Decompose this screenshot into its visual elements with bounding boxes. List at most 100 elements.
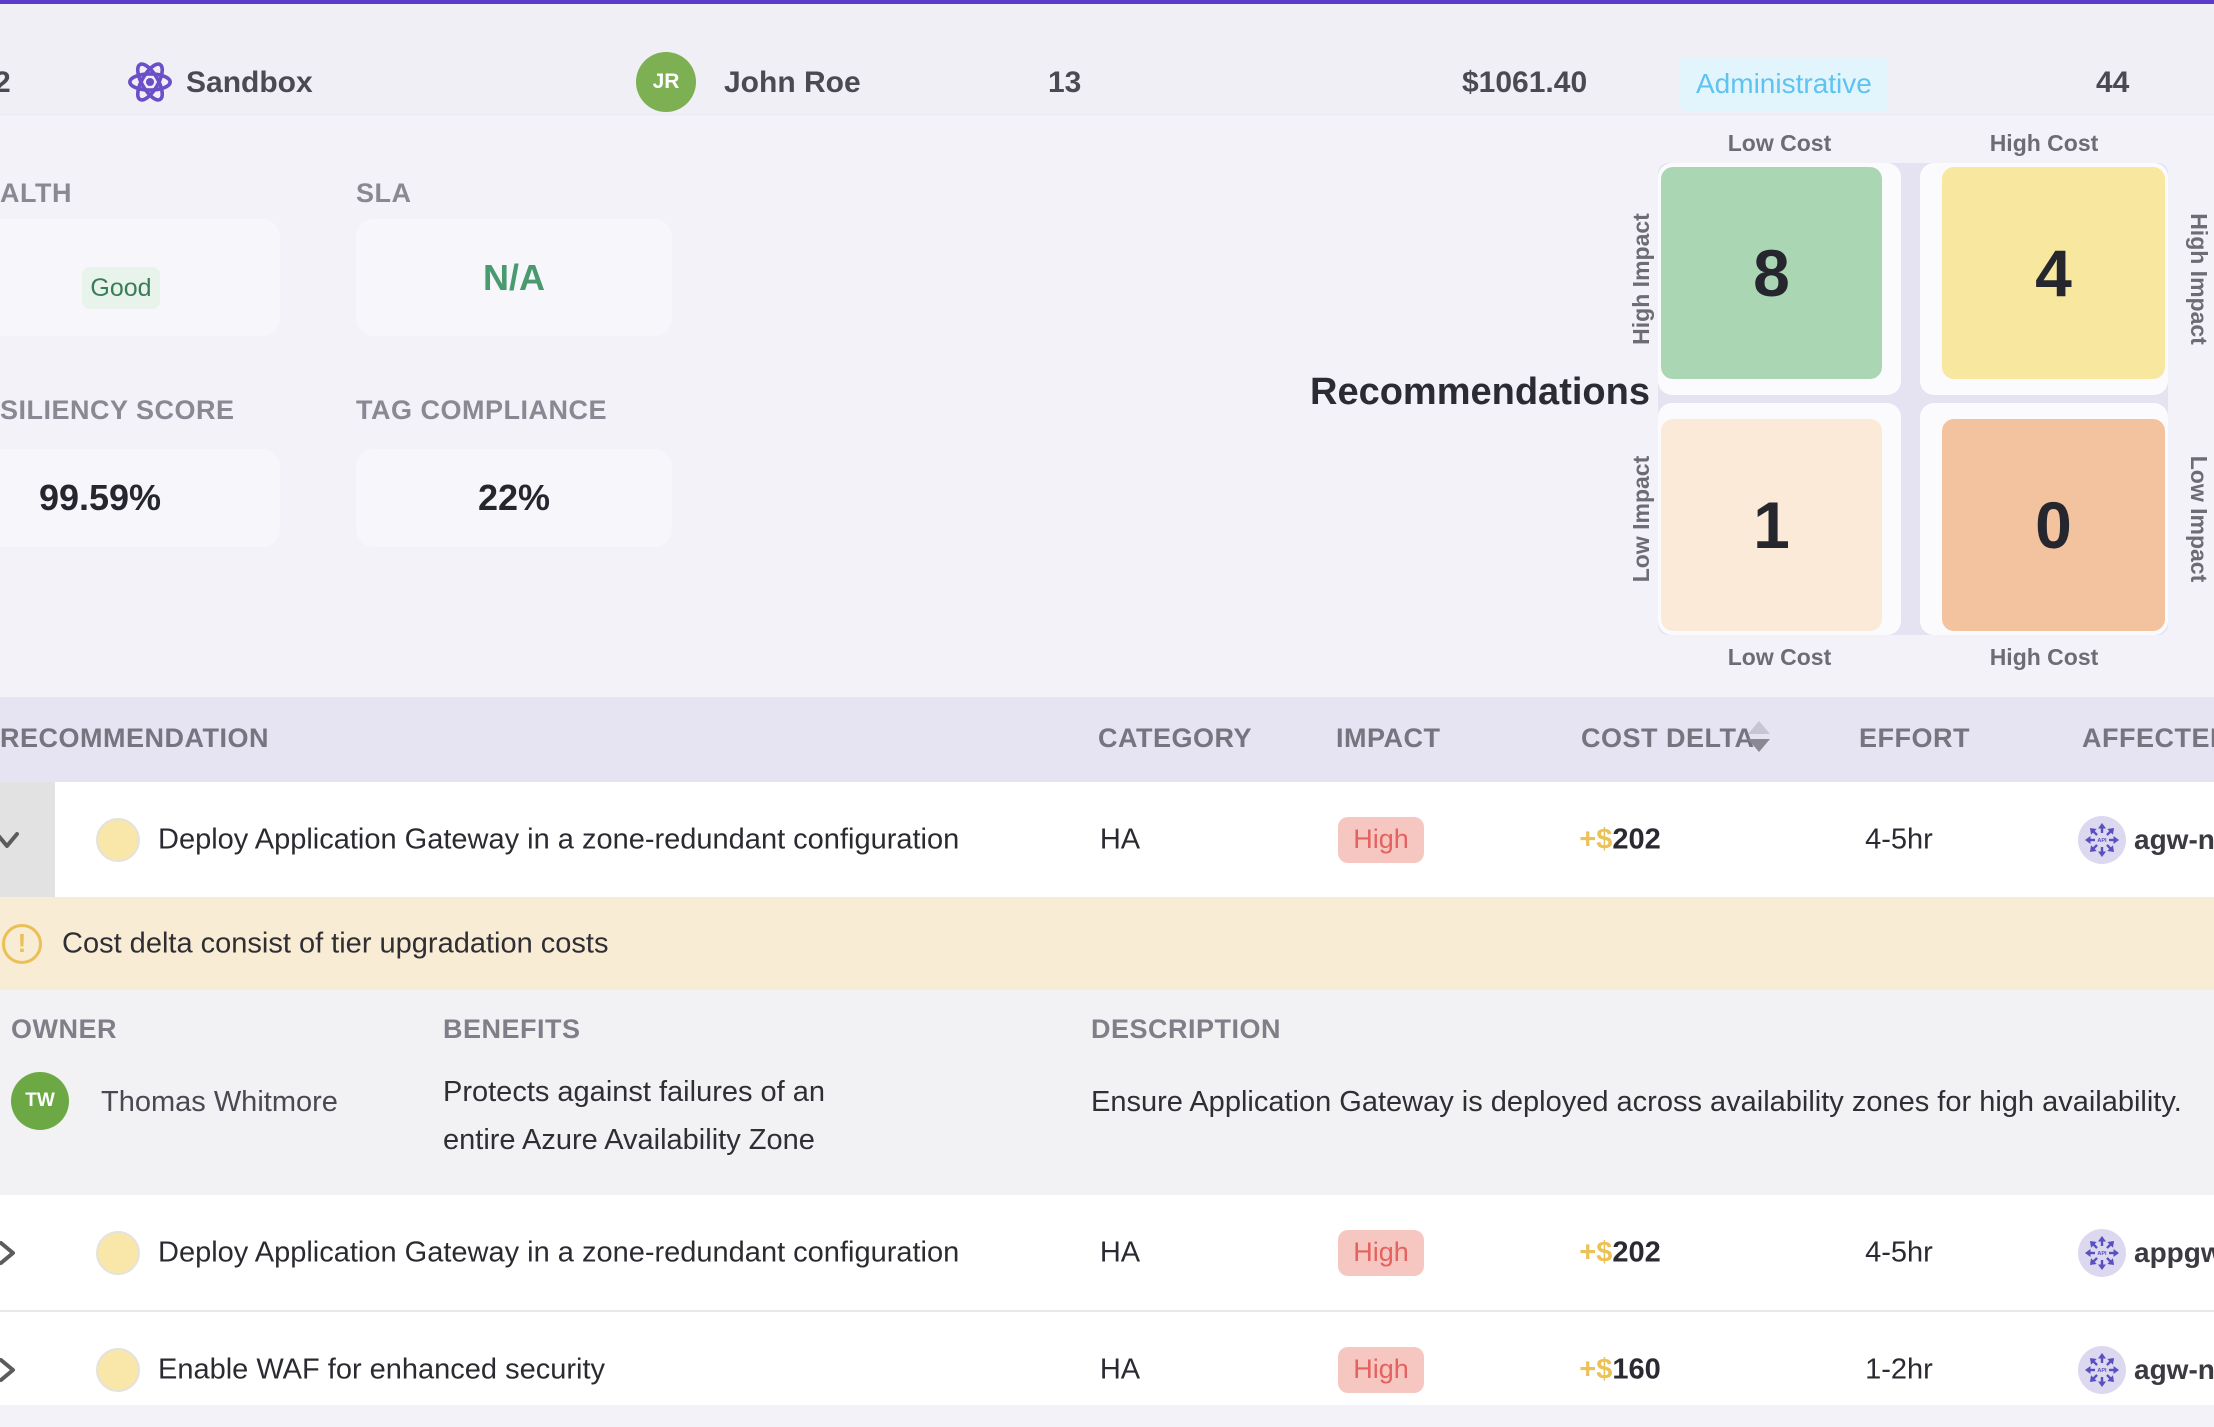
matrix-axis-high-cost-top: High Cost bbox=[1989, 130, 2099, 156]
tag-compliance-label: TAG COMPLIANCE bbox=[356, 395, 607, 425]
svg-text:API: API bbox=[2097, 838, 2107, 844]
owner-name: Thomas Whitmore bbox=[101, 1086, 338, 1118]
cost-prefix: +$ bbox=[1579, 823, 1613, 855]
col-impact: IMPACT bbox=[1336, 723, 1441, 753]
cost-amount: 160 bbox=[1612, 1353, 1661, 1385]
row-expander-cell[interactable] bbox=[0, 782, 55, 897]
recommendation-title[interactable]: Enable WAF for enhanced security bbox=[158, 1353, 606, 1385]
health-status-badge: Good bbox=[82, 267, 160, 309]
table-row[interactable]: Deploy Application Gateway in a zone-red… bbox=[0, 782, 2214, 897]
matrix-cell-high-impact-low-cost[interactable]: 8 bbox=[1658, 163, 1901, 395]
truncated-row-id: 2 bbox=[0, 66, 11, 99]
affected-resource-name[interactable]: agw-ne bbox=[2134, 823, 2214, 855]
col-recommendation: RECOMMENDATION bbox=[0, 723, 269, 753]
table-row[interactable]: Deploy Application Gateway in a zone-red… bbox=[0, 1195, 2214, 1310]
resiliency-score-card: 99.59% bbox=[0, 449, 280, 547]
cost-delta-banner: ! Cost delta consist of tier upgradation… bbox=[0, 897, 2214, 990]
matrix-axis-low-cost-bottom: Low Cost bbox=[1727, 644, 1832, 670]
cost-amount: 202 bbox=[1612, 1236, 1661, 1268]
api-burst-icon: API bbox=[2078, 1345, 2126, 1394]
recommendation-title[interactable]: Deploy Application Gateway in a zone-red… bbox=[158, 823, 960, 855]
chevron-right-icon[interactable] bbox=[0, 1238, 22, 1268]
count-value: 13 bbox=[1048, 66, 1082, 99]
sla-card: N/A bbox=[356, 219, 672, 336]
matrix-value-high-impact-high-cost[interactable]: 4 bbox=[1942, 167, 2165, 379]
matrix-axis-high-impact-right: High Impact bbox=[2186, 213, 2212, 345]
category-value: HA bbox=[1099, 1353, 1141, 1385]
matrix-cell-low-impact-high-cost[interactable]: 0 bbox=[1920, 403, 2168, 635]
status-dot bbox=[96, 1230, 140, 1275]
warning-icon: ! bbox=[2, 923, 42, 964]
category-value: HA bbox=[1099, 1236, 1141, 1268]
description-label: DESCRIPTION bbox=[1091, 1014, 1282, 1044]
amount-value: $1061.40 bbox=[1462, 66, 1588, 99]
user-avatar[interactable]: JR bbox=[636, 52, 696, 112]
benefits-text: Protects against failures of an entire A… bbox=[443, 1076, 826, 1156]
matrix-axis-low-impact-left: Low Impact bbox=[1628, 455, 1654, 583]
table-header: RECOMMENDATION CATEGORY IMPACT COST DELT… bbox=[0, 697, 2214, 782]
cost-prefix: +$ bbox=[1579, 1353, 1613, 1385]
effort-value: 4-5hr bbox=[1865, 823, 1933, 855]
cost-delta-value: +$202 bbox=[1565, 823, 1675, 856]
api-burst-icon: API bbox=[2078, 815, 2126, 864]
matrix-axis-low-impact-right: Low Impact bbox=[2186, 455, 2212, 583]
col-effort: EFFORT bbox=[1859, 723, 1970, 753]
tag-compliance-card: 22% bbox=[356, 449, 672, 547]
matrix-value-low-impact-high-cost[interactable]: 0 bbox=[1942, 419, 2165, 631]
cost-prefix: +$ bbox=[1579, 1236, 1613, 1268]
react-icon bbox=[127, 59, 173, 105]
owner-label: OWNER bbox=[11, 1014, 117, 1044]
status-dot bbox=[96, 1347, 140, 1392]
matrix-axis-high-cost-bottom: High Cost bbox=[1989, 644, 2099, 670]
table-body: Deploy Application Gateway in a zone-red… bbox=[0, 782, 2214, 1405]
impact-badge: High bbox=[1338, 1346, 1424, 1393]
row-divider bbox=[0, 1310, 2214, 1312]
cost-delta-value: +$160 bbox=[1565, 1353, 1675, 1386]
banner-text: Cost delta consist of tier upgradation c… bbox=[62, 927, 609, 959]
chevron-right-icon[interactable] bbox=[0, 1355, 22, 1385]
impact-cost-matrix: 8 4 1 0 bbox=[1658, 163, 2168, 635]
sla-value: N/A bbox=[483, 256, 545, 298]
matrix-value-low-impact-low-cost[interactable]: 1 bbox=[1661, 419, 1882, 631]
user-name: John Roe bbox=[724, 66, 861, 99]
col-category: CATEGORY bbox=[1098, 723, 1253, 753]
sort-asc-arrow bbox=[1748, 721, 1770, 734]
sla-label: SLA bbox=[356, 178, 412, 208]
cost-delta-value: +$202 bbox=[1565, 1236, 1675, 1269]
role-badge[interactable]: Administrative bbox=[1680, 57, 1888, 111]
tag-compliance-value: 22% bbox=[477, 477, 551, 518]
matrix-axis-low-cost-top: Low Cost bbox=[1727, 130, 1832, 156]
chevron-down-icon[interactable] bbox=[0, 825, 22, 855]
effort-value: 4-5hr bbox=[1865, 1236, 1933, 1268]
top-accent-line bbox=[0, 0, 2214, 4]
matrix-cell-high-impact-high-cost[interactable]: 4 bbox=[1920, 163, 2168, 395]
benefits-label: BENEFITS bbox=[443, 1014, 581, 1044]
cost-amount: 202 bbox=[1612, 823, 1661, 855]
recommendations-title: Recommendations bbox=[1310, 371, 1650, 413]
description-text: Ensure Application Gateway is deployed a… bbox=[1091, 1086, 2182, 1118]
matrix-cell-low-impact-low-cost[interactable]: 1 bbox=[1658, 403, 1901, 635]
svg-text:API: API bbox=[2097, 1251, 2107, 1257]
health-label: ALTH bbox=[0, 178, 72, 208]
api-burst-icon: API bbox=[2078, 1228, 2126, 1277]
affected-resource-name[interactable]: appgw bbox=[2134, 1236, 2214, 1268]
sort-desc-arrow bbox=[1748, 739, 1770, 752]
resiliency-score-value: 99.59% bbox=[38, 477, 162, 518]
total-value: 44 bbox=[2096, 66, 2130, 99]
matrix-axis-high-impact-left: High Impact bbox=[1628, 213, 1654, 345]
affected-resource-name[interactable]: agw-ne bbox=[2134, 1353, 2214, 1385]
matrix-value-high-impact-low-cost[interactable]: 8 bbox=[1661, 167, 1882, 379]
sort-icon[interactable] bbox=[1748, 721, 1770, 752]
owner-avatar: TW bbox=[11, 1072, 69, 1130]
workspace-name[interactable]: Sandbox bbox=[186, 66, 313, 99]
status-dot bbox=[96, 817, 140, 862]
recommendation-title[interactable]: Deploy Application Gateway in a zone-red… bbox=[158, 1236, 960, 1268]
svg-text:API: API bbox=[2097, 1368, 2107, 1374]
table-row[interactable]: Enable WAF for enhanced security HA High… bbox=[0, 1312, 2214, 1427]
resiliency-score-label: SILIENCY SCORE bbox=[0, 395, 235, 425]
row-details-panel: OWNER TW Thomas Whitmore BENEFITS Protec… bbox=[0, 990, 2214, 1195]
effort-value: 1-2hr bbox=[1865, 1353, 1933, 1385]
category-value: HA bbox=[1099, 823, 1141, 855]
col-cost-delta[interactable]: COST DELTA bbox=[1581, 723, 1755, 753]
